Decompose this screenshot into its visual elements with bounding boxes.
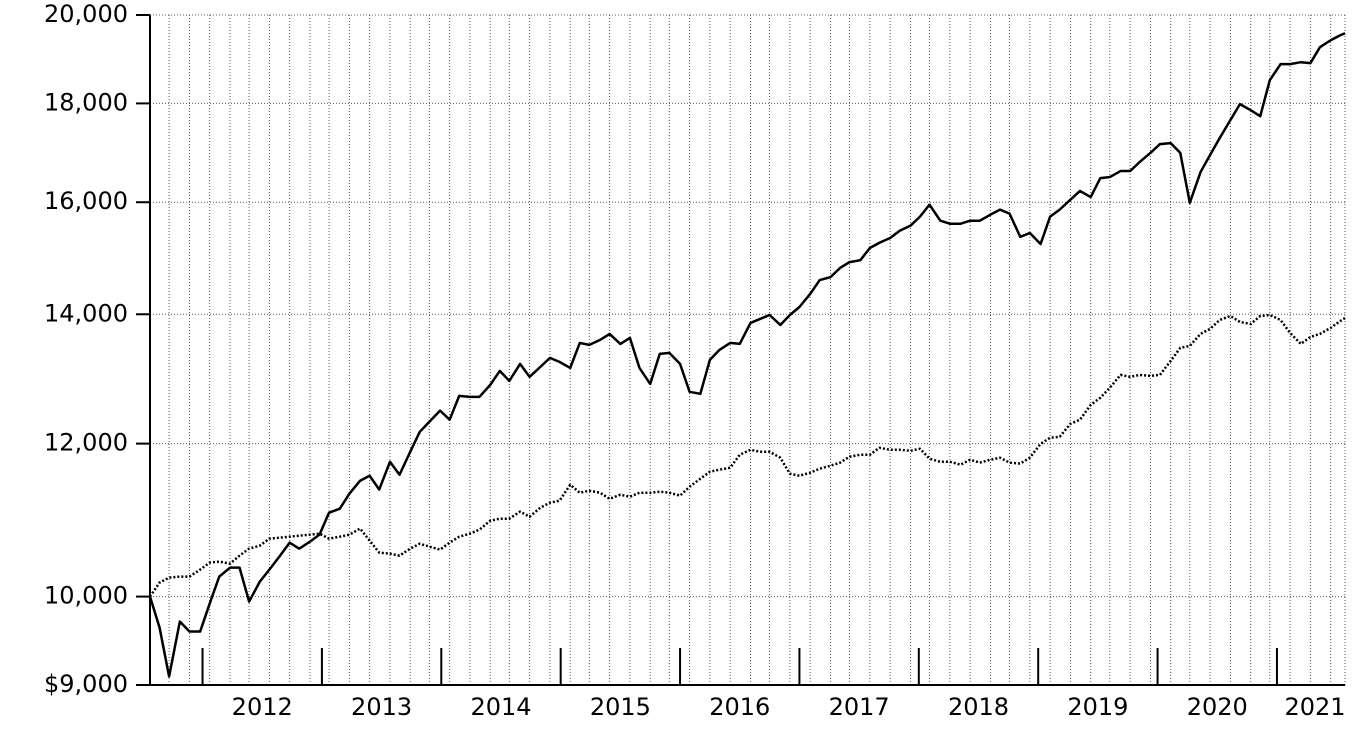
y-tick-label: $9,000 <box>44 670 128 698</box>
x-tick-label: 2017 <box>829 693 890 721</box>
x-tick-label: 2016 <box>709 693 770 721</box>
x-tick-label: 2021 <box>1284 693 1345 721</box>
x-tick-label: 2013 <box>351 693 412 721</box>
y-tick-label: 10,000 <box>44 582 128 610</box>
y-tick-label: 18,000 <box>44 88 128 116</box>
x-tick-label: 2018 <box>948 693 1009 721</box>
x-tick-label: 2014 <box>470 693 531 721</box>
series-line <box>148 32 1346 678</box>
y-tick-label: 14,000 <box>44 299 128 327</box>
y-tick-label: 16,000 <box>44 187 128 215</box>
y-tick-label: 12,000 <box>44 429 128 457</box>
x-tick-label: 2019 <box>1067 693 1128 721</box>
x-tick-label: 2020 <box>1187 693 1248 721</box>
x-tick-label: 2012 <box>232 693 293 721</box>
x-tick-label: 2015 <box>590 693 651 721</box>
y-tick-label: 20,000 <box>44 0 128 28</box>
